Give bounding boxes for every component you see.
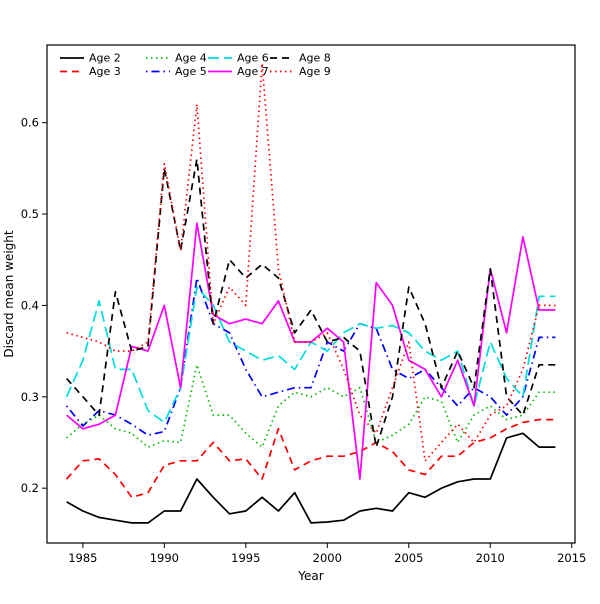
x-tick-label: 1995: [231, 551, 260, 565]
x-tick-label: 1990: [150, 551, 179, 565]
series-line-age-3: [65, 418, 556, 499]
y-tick-label: 0.6: [21, 116, 39, 130]
y-tick-label: 0.2: [21, 481, 39, 495]
legend-label-age-5: Age 5: [175, 65, 207, 78]
series-line-age-2: [66, 432, 556, 524]
series-line-age-4: [66, 363, 556, 448]
legend-label-age-6: Age 6: [237, 52, 269, 65]
series-line-age-5: [65, 277, 556, 437]
legend-label-age-3: Age 3: [89, 65, 121, 78]
x-tick-label: 2000: [313, 551, 342, 565]
x-tick-label: 2005: [394, 551, 423, 565]
y-tick-label: 0.5: [21, 207, 39, 221]
legend-label-age-2: Age 2: [89, 52, 121, 65]
x-tick-label: 2010: [476, 551, 505, 565]
legend-label-age-8: Age 8: [299, 52, 331, 65]
x-tick-label: 2015: [557, 551, 586, 565]
y-axis-label: Discard mean weight: [2, 230, 16, 358]
series-line-age-6: [65, 286, 556, 424]
series-line-age-9: [66, 62, 556, 462]
series-line-age-8: [65, 158, 556, 448]
x-axis-label: Year: [297, 569, 323, 583]
legend-label-age-9: Age 9: [299, 65, 331, 78]
plot-border: [46, 44, 576, 544]
legend-label-age-4: Age 4: [175, 52, 207, 65]
y-tick-label: 0.3: [21, 390, 39, 404]
y-tick-label: 0.4: [21, 298, 39, 312]
legend-label-age-7: Age 7: [237, 65, 269, 78]
x-tick-label: 1985: [68, 551, 97, 565]
